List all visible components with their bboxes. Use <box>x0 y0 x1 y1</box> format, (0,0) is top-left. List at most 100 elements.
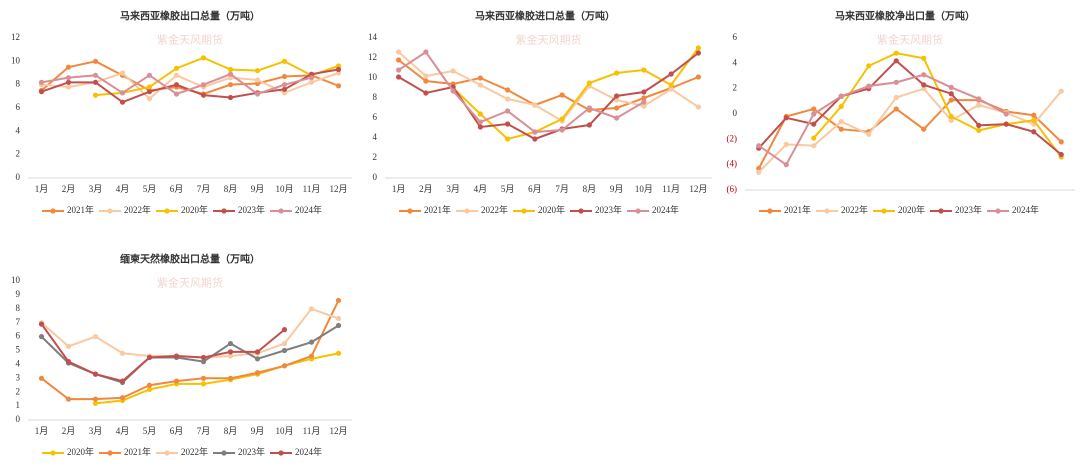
point <box>505 121 511 127</box>
point <box>450 68 456 74</box>
point <box>1003 121 1009 127</box>
legend-marker <box>221 450 227 456</box>
legend-marker <box>767 208 773 214</box>
point <box>65 75 72 81</box>
point <box>396 67 402 73</box>
point <box>559 92 565 98</box>
y-tick-label: 9 <box>16 289 21 299</box>
point <box>227 66 234 73</box>
point <box>641 67 647 73</box>
chart-title: 缅柬天然橡胶出口总量（万吨） <box>120 252 260 265</box>
y-tick-label: 0 <box>733 108 738 118</box>
x-tick-label: 10月 <box>275 184 293 194</box>
point <box>308 306 315 312</box>
series-line <box>397 51 699 123</box>
x-tick-label: 11月 <box>303 184 321 194</box>
point <box>423 90 429 96</box>
chart: 缅柬天然橡胶出口总量（万吨） 紫金天风期货 0 1 2 3 4 5 6 7 8 9 10 1月 2月 3月 4月… <box>11 252 352 457</box>
point <box>811 106 817 112</box>
point <box>641 99 647 105</box>
point <box>146 72 153 78</box>
point <box>173 72 180 78</box>
point <box>281 347 288 354</box>
x-tick-label: 2月 <box>62 184 76 194</box>
legend-label: 2024年 <box>295 204 322 215</box>
point <box>335 315 342 322</box>
point <box>119 99 126 105</box>
point <box>396 49 402 55</box>
point <box>921 86 927 92</box>
y-tick-label: 10 <box>11 55 21 65</box>
x-tick-label: 8月 <box>224 426 238 436</box>
point <box>281 327 288 333</box>
point <box>254 77 261 83</box>
x-tick-label: 9月 <box>251 184 265 194</box>
point <box>505 108 511 114</box>
y-tick-label: 14 <box>368 32 378 42</box>
watermark: 紫金天风期货 <box>157 276 223 290</box>
x-tick-label: 11月 <box>662 184 680 194</box>
point <box>308 353 315 359</box>
point <box>532 136 538 142</box>
point <box>335 322 342 329</box>
point <box>396 57 402 63</box>
y-tick-label: 4 <box>16 125 21 135</box>
point <box>893 79 899 85</box>
point <box>146 84 153 90</box>
point <box>921 55 927 61</box>
legend-label: 2021年 <box>124 446 151 457</box>
legend-label: 2023年 <box>595 204 622 215</box>
y-tick-label: (6) <box>727 184 738 194</box>
legend-marker <box>995 208 1001 214</box>
legend-label: 2024年 <box>652 204 679 215</box>
point <box>1031 112 1037 118</box>
point <box>335 297 342 304</box>
x-tick-label: 8月 <box>583 184 597 194</box>
point <box>200 381 207 387</box>
legend-marker <box>107 450 113 456</box>
point <box>254 349 261 355</box>
x-tick-label: 9月 <box>610 184 624 194</box>
x-tick-label: 5月 <box>143 184 157 194</box>
watermark: 紫金天风期货 <box>157 33 223 47</box>
point <box>811 111 817 117</box>
point <box>423 73 429 79</box>
x-tick-label: 6月 <box>170 426 184 436</box>
point <box>227 353 234 359</box>
point <box>586 80 592 86</box>
x-tick-label: 5月 <box>143 426 157 436</box>
x-tick-label: 6月 <box>528 184 542 194</box>
point <box>65 359 72 365</box>
point <box>559 116 565 122</box>
legend-marker <box>578 208 584 214</box>
point <box>281 363 288 369</box>
point <box>1058 151 1064 158</box>
point <box>146 386 153 393</box>
legend-label: 2020年 <box>181 204 208 215</box>
point <box>641 89 647 95</box>
point <box>756 143 762 149</box>
point <box>1031 129 1037 135</box>
point <box>254 68 261 74</box>
point <box>641 95 647 101</box>
x-tick-label: 7月 <box>197 426 211 436</box>
point <box>281 340 288 347</box>
legend-label: 2023年 <box>955 204 982 215</box>
point <box>976 122 982 128</box>
x-tick-label: 1月 <box>35 184 49 194</box>
point <box>92 79 99 85</box>
point <box>477 111 483 117</box>
legend-label: 2023年 <box>238 446 265 457</box>
point <box>948 91 954 97</box>
point <box>119 395 126 401</box>
legend-marker <box>635 208 641 214</box>
point <box>695 74 701 80</box>
y-tick-label: 4 <box>16 358 21 368</box>
series-line <box>40 307 339 359</box>
legend-marker <box>464 208 470 214</box>
point <box>173 353 180 359</box>
legend-label: 2022年 <box>181 446 208 457</box>
point <box>668 71 674 77</box>
point <box>532 102 538 108</box>
